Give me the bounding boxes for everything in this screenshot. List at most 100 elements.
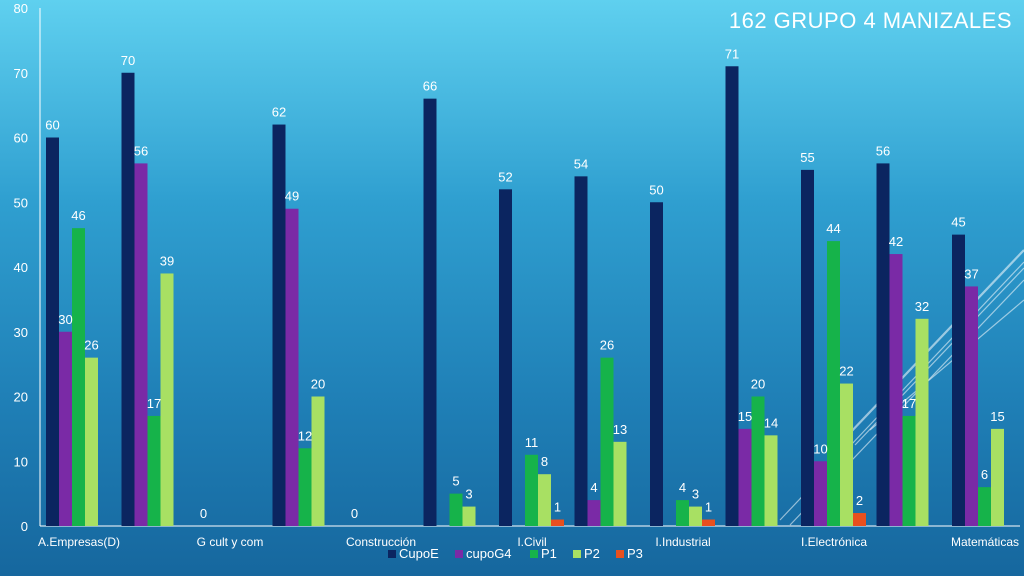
data-label: 17 — [902, 396, 916, 411]
data-label: 3 — [465, 487, 472, 502]
bar-p1 — [525, 454, 538, 526]
y-tick-label: 10 — [14, 454, 28, 469]
data-label: 30 — [58, 312, 72, 327]
data-label: 12 — [298, 428, 312, 443]
x-category-label: I.Electrónica — [801, 535, 867, 549]
y-tick-label: 20 — [14, 390, 28, 405]
legend-swatch — [388, 550, 396, 558]
bar-p2 — [613, 441, 627, 526]
bar-p1 — [600, 357, 614, 526]
bar-cupog4 — [738, 428, 752, 526]
data-label: 39 — [160, 253, 174, 268]
data-label: 14 — [764, 415, 778, 430]
bar-p1 — [676, 500, 689, 526]
x-category-label: I.Industrial — [655, 535, 710, 549]
bar-p1 — [978, 487, 991, 526]
bar-cupoe — [423, 98, 437, 527]
bar-cupog4 — [134, 163, 148, 526]
data-label: 32 — [915, 299, 929, 314]
bar-cupog4 — [814, 461, 827, 526]
bar-cupog4 — [285, 208, 299, 526]
data-label: 66 — [423, 79, 437, 94]
data-label: 5 — [452, 474, 459, 489]
data-label: 6 — [981, 467, 988, 482]
legend-label: cupoG4 — [466, 546, 512, 561]
bar-cupog4 — [965, 286, 978, 526]
data-label: 37 — [964, 266, 978, 281]
data-label: 3 — [692, 487, 699, 502]
bar-p2 — [538, 474, 551, 526]
bar-p2 — [160, 273, 174, 526]
y-tick-label: 0 — [21, 519, 28, 534]
data-label: 56 — [876, 143, 890, 158]
bar-p3 — [702, 519, 715, 526]
bar-p1 — [147, 415, 161, 526]
data-label: 8 — [541, 454, 548, 469]
bar-cupoe — [725, 66, 739, 527]
data-label: 15 — [738, 409, 752, 424]
bar-p1 — [72, 228, 85, 526]
bar-p1 — [751, 396, 765, 526]
y-tick-label: 60 — [14, 131, 28, 146]
data-label: 71 — [725, 46, 739, 61]
bar-cupoe — [876, 163, 890, 526]
data-label: 0 — [200, 506, 207, 521]
y-tick-label: 70 — [14, 66, 28, 81]
data-label: 4 — [679, 480, 686, 495]
legend-label: P3 — [627, 546, 643, 561]
bar-cupoe — [46, 137, 59, 526]
x-category-label: G cult y com — [197, 535, 264, 549]
x-category-label: A.Empresas(D) — [38, 535, 120, 549]
data-label: 45 — [951, 215, 965, 230]
legend-swatch — [530, 550, 538, 558]
data-label: 26 — [84, 338, 98, 353]
bar-p2 — [311, 396, 325, 526]
bar-cupoe — [650, 202, 663, 526]
bar-p2 — [462, 506, 476, 526]
bar-cupoe — [272, 124, 286, 527]
data-label: 2 — [856, 493, 863, 508]
bar-p2 — [915, 318, 929, 526]
x-category-label: I.Civil — [517, 535, 546, 549]
bar-p1 — [298, 448, 312, 526]
bar-p2 — [991, 428, 1004, 526]
bar-p1 — [902, 415, 916, 526]
legend-swatch — [573, 550, 581, 558]
bar-p1 — [827, 241, 840, 526]
bar-cupoe — [121, 72, 135, 526]
bar-p2 — [764, 435, 778, 526]
legend-label: P2 — [584, 546, 600, 561]
data-label: 70 — [121, 53, 135, 68]
data-label: 62 — [272, 105, 286, 120]
bar-cupoe — [499, 189, 512, 527]
bar-p3 — [551, 519, 564, 526]
y-tick-label: 50 — [14, 195, 28, 210]
data-label: 1 — [554, 500, 561, 515]
data-label: 60 — [45, 118, 59, 133]
legend-swatch — [455, 550, 463, 558]
bar-p2 — [85, 357, 98, 526]
data-label: 54 — [574, 156, 588, 171]
bar-cupog4 — [889, 254, 903, 527]
bar-p3 — [853, 513, 866, 526]
data-label: 56 — [134, 143, 148, 158]
data-label: 4 — [590, 480, 597, 495]
y-tick-label: 80 — [14, 1, 28, 16]
data-label: 46 — [71, 208, 85, 223]
data-label: 13 — [613, 422, 627, 437]
data-label: 44 — [826, 221, 840, 236]
bar-cupog4 — [587, 500, 601, 526]
legend-swatch — [616, 550, 624, 558]
bar-p2 — [840, 383, 853, 526]
legend-label: P1 — [541, 546, 557, 561]
bar-cupoe — [801, 169, 814, 526]
data-label: 20 — [751, 377, 765, 392]
data-label: 1 — [705, 500, 712, 515]
data-label: 20 — [311, 377, 325, 392]
data-label: 10 — [813, 441, 827, 456]
data-label: 26 — [600, 338, 614, 353]
data-label: 11 — [525, 435, 539, 450]
data-label: 0 — [351, 506, 358, 521]
data-label: 17 — [147, 396, 161, 411]
x-category-label: Matemáticas — [951, 535, 1019, 549]
